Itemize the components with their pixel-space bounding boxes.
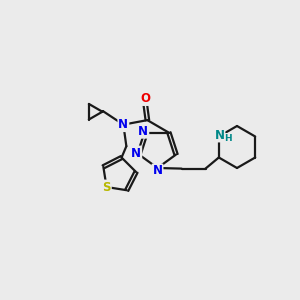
Text: N: N [138,125,148,138]
Text: N: N [131,146,141,160]
Text: H: H [225,134,232,142]
Text: S: S [102,181,111,194]
Text: N: N [118,118,128,131]
Text: O: O [140,92,150,105]
Text: N: N [214,128,224,142]
Text: N: N [152,164,163,178]
